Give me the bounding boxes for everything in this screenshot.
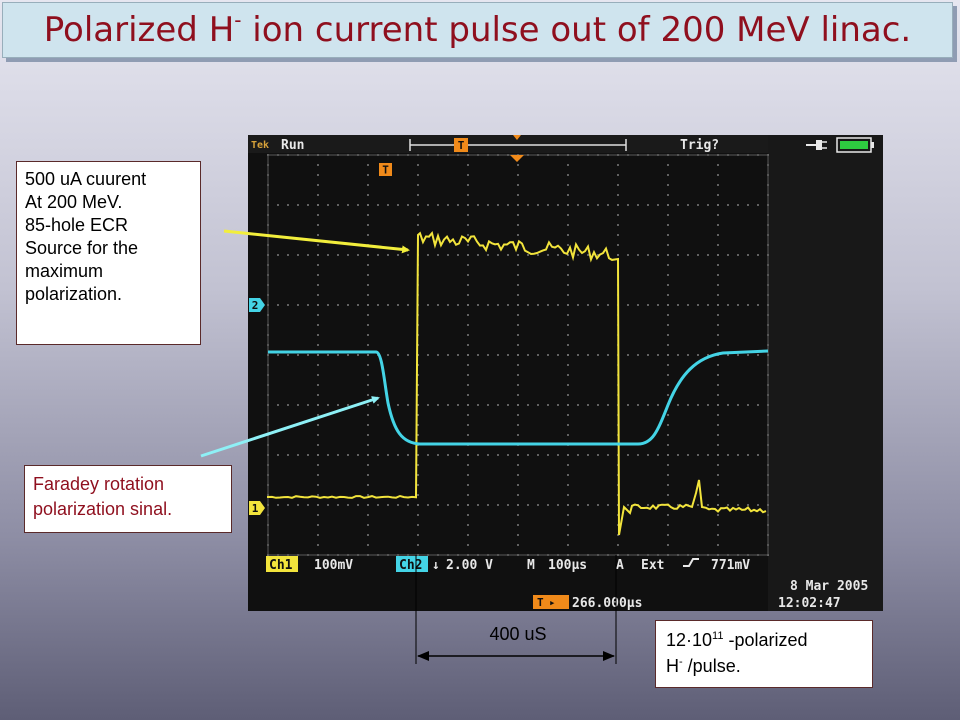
scope-date: 8 Mar 2005 [790, 579, 868, 594]
trigger-source: Ext [641, 558, 664, 573]
trigger-label: A [616, 558, 624, 573]
ch1-label-box [266, 556, 298, 572]
rising-edge-icon [683, 558, 699, 567]
ch2-ground-marker: 2 [249, 298, 265, 312]
timeline-trigger-marker [454, 138, 468, 152]
beam-note-line: 85-hole ECR [25, 215, 129, 235]
intensity-line-2: H- /pulse. [666, 653, 862, 679]
title-suffix: ion current pulse out of 200 MeV linac. [241, 10, 912, 50]
trigger-position-pointer [510, 155, 524, 162]
intensity-exponent: 11 [712, 630, 724, 642]
ion-charge: - [679, 656, 683, 668]
faraday-note-line: Faradey rotation [33, 474, 165, 494]
trigger-position: 266.000µs [572, 596, 642, 611]
beam-current-note: 500 uA cuurent At 200 MeV. 85-hole ECR S… [16, 161, 201, 345]
faraday-arrow [200, 396, 380, 458]
ch2-scale: 2.00 V [446, 558, 493, 573]
oscilloscope-display: T Tek Run Trig? T 2 1 [248, 135, 883, 611]
ch2-label: Ch2 [399, 558, 422, 573]
trigger-marker [379, 163, 392, 176]
ch2-waveform [268, 349, 769, 446]
faraday-note: Faradey rotation polarization sinal. [24, 465, 232, 533]
intensity-note: 12·1011 -polarized H- /pulse. [655, 620, 873, 688]
beam-note-line: 500 uA cuurent [25, 169, 147, 189]
trigger-level: 771mV [711, 558, 750, 573]
title-prefix: Polarized H [43, 10, 235, 50]
trigger-position-badge [533, 595, 569, 609]
svg-text:1: 1 [252, 502, 259, 515]
beam-note-line: maximum [25, 261, 104, 281]
svg-text:T: T [537, 596, 544, 609]
trigger-status: Trig? [680, 138, 719, 153]
graticule [267, 154, 769, 556]
ch1-label: Ch1 [269, 558, 293, 573]
ion-symbol: H [666, 656, 679, 676]
title-superscript: - [234, 8, 242, 32]
pulse-width-label: 400 uS [489, 624, 547, 644]
intensity-rest: -polarized [723, 630, 808, 650]
battery-icon [836, 137, 874, 153]
timeline-trigger-letter: T [458, 139, 465, 152]
ch1-waveform [267, 230, 767, 536]
beam-note-line: Source for the [25, 238, 139, 258]
tek-logo: Tek [251, 140, 269, 151]
acquisition-status: Run [281, 138, 304, 153]
intensity-base: 12·10 [666, 630, 713, 650]
svg-text:▸: ▸ [549, 596, 556, 609]
svg-text:↓: ↓ [432, 558, 440, 573]
timebase-value: 100µs [548, 558, 587, 573]
scope-time: 12:02:47 [778, 596, 841, 611]
ch1-ground-marker: 1 [249, 501, 265, 515]
beam-note-line: At 200 MeV. [25, 192, 123, 212]
oscilloscope-screen: T Tek Run Trig? T 2 1 [248, 135, 883, 611]
beam-note-line: polarization. [25, 284, 123, 304]
faraday-note-line: polarization sinal. [33, 499, 173, 519]
ch1-scale: 100mV [314, 558, 353, 573]
timebase-label: M [527, 558, 535, 573]
beam-arrow [223, 229, 410, 254]
title-banner: Polarized H- ion current pulse out of 20… [2, 2, 953, 58]
trigger-marker-letter: T [382, 164, 389, 177]
power-plug-icon [806, 140, 827, 150]
per-pulse-text: /pulse. [682, 656, 741, 676]
ch2-label-box [396, 556, 428, 572]
slide-title: Polarized H- ion current pulse out of 20… [44, 10, 912, 50]
timeline-top-pointer [513, 135, 521, 140]
intensity-line-1: 12·1011 -polarized [666, 627, 862, 653]
svg-text:2: 2 [252, 299, 259, 312]
